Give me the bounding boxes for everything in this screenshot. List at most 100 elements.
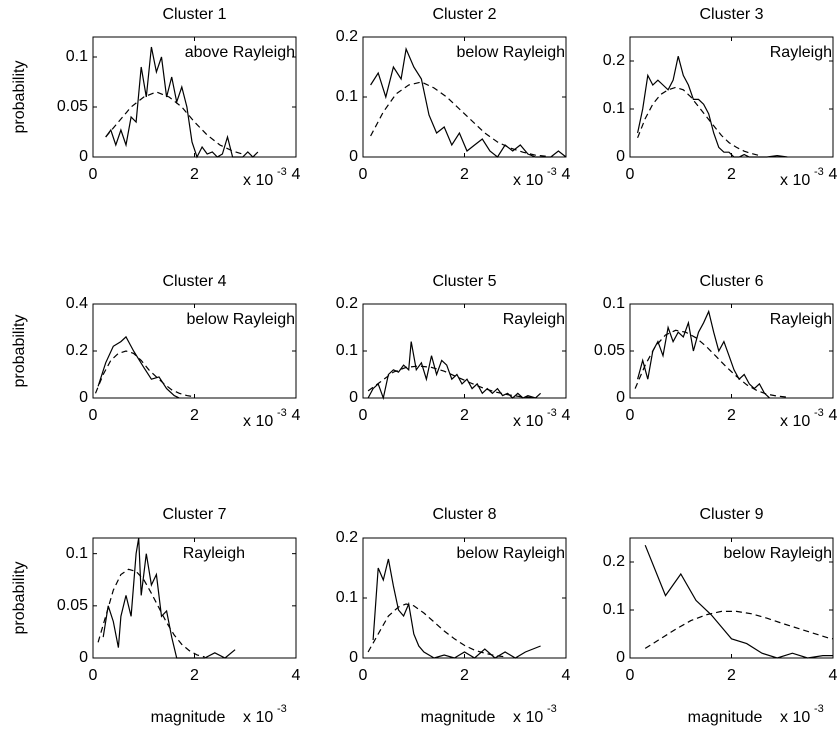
y-tick-label: 0 — [349, 649, 358, 666]
x-scale-exponent: -3 — [547, 166, 557, 178]
rayleigh-line — [94, 350, 195, 398]
rayleigh-line — [105, 91, 246, 156]
annotation: below Rayleigh — [186, 311, 295, 328]
x-scale-exponent: -3 — [547, 407, 557, 419]
y-tick-label: 0.05 — [594, 342, 625, 359]
y-tick-label: 0.4 — [66, 295, 88, 312]
y-tick-label: 0.2 — [336, 529, 358, 546]
y-tick-label: 0 — [616, 649, 625, 666]
y-axis-label: probability — [11, 562, 28, 635]
x-tick-label: 0 — [89, 407, 98, 424]
y-axis-label: probability — [11, 315, 28, 388]
x-tick-label: 0 — [89, 166, 98, 183]
rayleigh-line — [367, 365, 534, 399]
x-scale-label: x 10 — [513, 709, 543, 726]
y-tick-label: 0.1 — [336, 589, 358, 606]
annotation: below Rayleigh — [456, 44, 565, 61]
annotation: above Rayleigh — [185, 44, 295, 61]
x-scale-exponent: -3 — [277, 166, 287, 178]
x-scale-exponent: -3 — [277, 407, 287, 419]
x-scale-exponent: -3 — [277, 703, 287, 715]
data-line — [372, 558, 541, 659]
y-tick-label: 0.1 — [336, 342, 358, 359]
annotation: below Rayleigh — [723, 545, 832, 562]
y-tick-label: 0 — [349, 148, 358, 165]
x-axis-label: magnitude — [151, 709, 226, 726]
data-line — [367, 341, 542, 401]
data-line — [637, 56, 788, 158]
subplot-title: Cluster 8 — [432, 506, 496, 523]
y-tick-label: 0.2 — [336, 28, 358, 45]
x-scale-label: x 10 — [243, 709, 273, 726]
subplot-title: Cluster 6 — [699, 273, 763, 290]
x-tick-label: 2 — [727, 166, 736, 183]
y-tick-label: 0 — [616, 148, 625, 165]
y-tick-label: 0.1 — [336, 88, 358, 105]
rayleigh-line — [370, 81, 549, 157]
y-tick-label: 0.05 — [57, 98, 88, 115]
x-tick-label: 4 — [562, 166, 571, 183]
x-tick-label: 0 — [626, 407, 635, 424]
x-scale-exponent: -3 — [814, 407, 824, 419]
annotation: Rayleigh — [770, 311, 832, 328]
data-line — [637, 309, 771, 399]
x-scale-label: x 10 — [780, 172, 810, 189]
rayleigh-line — [637, 86, 760, 157]
annotation: Rayleigh — [503, 311, 565, 328]
subplot-title: Cluster 9 — [699, 506, 763, 523]
y-tick-label: 0.1 — [603, 601, 625, 618]
subplot-title: Cluster 2 — [432, 6, 496, 23]
y-tick-label: 0 — [79, 148, 88, 165]
x-tick-label: 4 — [292, 667, 301, 684]
x-tick-label: 0 — [359, 407, 368, 424]
y-tick-label: 0 — [349, 389, 358, 406]
x-scale-label: x 10 — [780, 709, 810, 726]
x-tick-label: 2 — [190, 166, 199, 183]
x-tick-label: 0 — [626, 166, 635, 183]
x-axis-label: magnitude — [421, 709, 496, 726]
data-line — [370, 46, 567, 158]
x-scale-label: x 10 — [513, 172, 543, 189]
x-tick-label: 0 — [89, 667, 98, 684]
y-tick-label: 0.1 — [66, 48, 88, 65]
y-tick-label: 0 — [79, 389, 88, 406]
x-tick-label: 0 — [359, 667, 368, 684]
x-tick-label: 0 — [359, 166, 368, 183]
data-line — [644, 544, 833, 659]
subplot-title: Cluster 1 — [162, 6, 226, 23]
data-line — [102, 537, 236, 659]
rayleigh-line — [367, 603, 506, 658]
x-scale-label: x 10 — [243, 172, 273, 189]
y-tick-label: 0 — [616, 389, 625, 406]
y-tick-label: 0.05 — [57, 597, 88, 614]
x-tick-label: 4 — [829, 667, 838, 684]
y-tick-label: 0.2 — [336, 295, 358, 312]
x-tick-label: 2 — [190, 667, 199, 684]
x-scale-exponent: -3 — [814, 703, 824, 715]
x-scale-label: x 10 — [243, 413, 273, 430]
rayleigh-line — [644, 610, 834, 649]
x-tick-label: 4 — [292, 407, 301, 424]
x-tick-label: 2 — [460, 166, 469, 183]
annotation: Rayleigh — [770, 44, 832, 61]
y-tick-label: 0.2 — [66, 342, 88, 359]
x-tick-label: 2 — [460, 407, 469, 424]
x-scale-label: x 10 — [513, 413, 543, 430]
x-tick-label: 2 — [460, 667, 469, 684]
annotation: Rayleigh — [183, 545, 245, 562]
x-tick-label: 4 — [562, 407, 571, 424]
x-tick-label: 0 — [626, 667, 635, 684]
data-line — [97, 335, 180, 399]
x-tick-label: 4 — [562, 667, 571, 684]
subplot-title: Cluster 3 — [699, 6, 763, 23]
annotation: below Rayleigh — [456, 545, 565, 562]
y-axis-label: probability — [11, 61, 28, 134]
data-line — [105, 46, 259, 159]
y-tick-label: 0.1 — [66, 545, 88, 562]
y-tick-label: 0.2 — [603, 52, 625, 69]
subplot-title: Cluster 5 — [432, 273, 496, 290]
y-tick-label: 0 — [79, 649, 88, 666]
x-scale-label: x 10 — [780, 413, 810, 430]
x-tick-label: 2 — [727, 407, 736, 424]
